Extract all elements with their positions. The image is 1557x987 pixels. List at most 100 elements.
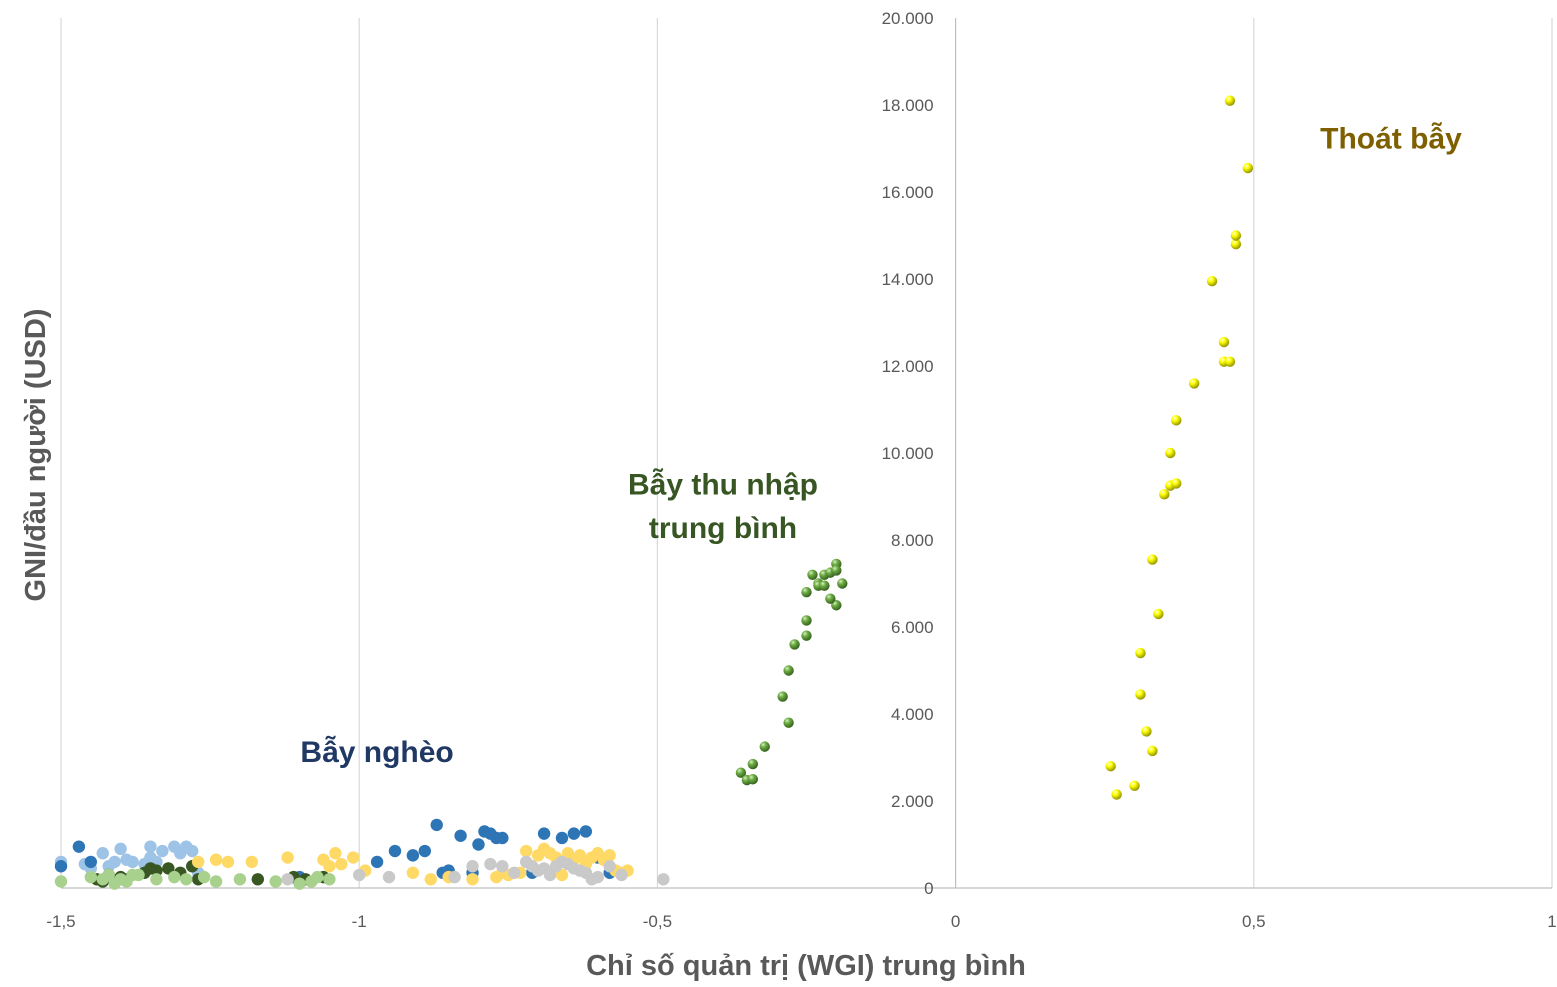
- series-5: [281, 855, 670, 886]
- data-point: [329, 847, 342, 860]
- data-point: [269, 875, 282, 888]
- data-point: [735, 767, 747, 778]
- data-point: [1218, 336, 1230, 348]
- data-point: [209, 853, 223, 866]
- data-point: [311, 870, 324, 884]
- data-point: [579, 825, 593, 838]
- data-point: [801, 615, 812, 626]
- data-point: [1147, 554, 1158, 565]
- data-point: [1105, 761, 1116, 772]
- data-point: [555, 868, 569, 882]
- data-point: [537, 862, 551, 875]
- y-tick-label: 10.000: [882, 444, 934, 463]
- annotation-label: Bẫy thu nhập: [628, 467, 818, 501]
- data-point: [424, 873, 437, 886]
- data-point: [84, 855, 98, 869]
- x-tick-label: 1: [1547, 912, 1556, 931]
- annotation-label: Thoát bẫy: [1320, 122, 1462, 156]
- data-point: [466, 860, 479, 873]
- data-point: [1230, 239, 1242, 250]
- data-point: [747, 758, 759, 770]
- data-point: [281, 851, 294, 864]
- y-tick-label: 18.000: [882, 96, 934, 115]
- y-tick-label: 4.000: [891, 705, 934, 724]
- data-point: [508, 866, 521, 879]
- data-point: [801, 587, 812, 598]
- data-point: [54, 875, 68, 888]
- data-point: [281, 873, 294, 886]
- data-point: [448, 870, 461, 884]
- annotation-label: Bẫy nghèo: [300, 735, 453, 769]
- data-point: [370, 855, 384, 869]
- y-tick-label: 2.000: [891, 792, 934, 811]
- x-tick-label: 0,5: [1242, 912, 1266, 931]
- series-6: [735, 558, 848, 786]
- data-point: [1171, 415, 1182, 426]
- y-tick-label: 0: [924, 879, 933, 898]
- data-point: [747, 774, 759, 785]
- data-point: [293, 877, 306, 890]
- data-point: [1135, 647, 1146, 659]
- data-point: [801, 630, 812, 641]
- data-point: [209, 875, 223, 888]
- data-point: [1242, 162, 1254, 174]
- data-point: [353, 868, 366, 882]
- y-tick-label: 6.000: [891, 618, 934, 637]
- data-point: [251, 873, 265, 886]
- data-point: [418, 844, 432, 858]
- data-point: [573, 849, 587, 862]
- data-point: [323, 860, 336, 873]
- x-tick-label: -1: [352, 912, 367, 931]
- x-tick-label: -1,5: [46, 912, 75, 931]
- x-tick-label: 0: [951, 912, 960, 931]
- data-point: [837, 578, 848, 589]
- data-point: [96, 847, 109, 860]
- data-point: [102, 868, 115, 882]
- data-point: [168, 870, 181, 884]
- data-point: [126, 868, 139, 882]
- series-3: [54, 868, 336, 890]
- data-point: [347, 851, 360, 864]
- data-point: [144, 862, 157, 875]
- data-point: [335, 857, 348, 871]
- data-point: [1159, 489, 1170, 500]
- data-point: [519, 844, 533, 858]
- data-point: [496, 860, 509, 873]
- data-point: [323, 873, 336, 886]
- data-point: [1129, 780, 1140, 791]
- y-tick-label: 14.000: [882, 270, 934, 289]
- data-point: [245, 855, 259, 869]
- data-point: [1141, 726, 1152, 737]
- data-point: [1230, 230, 1242, 241]
- data-point: [186, 844, 199, 858]
- data-point: [789, 639, 800, 650]
- data-point: [191, 855, 205, 869]
- annotations: Bẫy nghèo Bẫy thu nhập trung bình Thoát bẫy: [300, 122, 1462, 769]
- data-point: [657, 873, 670, 886]
- data-point: [126, 855, 139, 869]
- data-point: [388, 844, 402, 858]
- y-tick-label: 8.000: [891, 531, 934, 550]
- data-point: [831, 565, 842, 576]
- data-point: [783, 665, 794, 676]
- data-point: [54, 860, 68, 873]
- data-point: [1188, 378, 1200, 389]
- data-point: [406, 866, 420, 879]
- axes: [61, 18, 1552, 889]
- data-point: [472, 838, 485, 851]
- data-point: [615, 868, 628, 882]
- data-point: [484, 857, 497, 871]
- y-tick-label: 16.000: [882, 183, 934, 202]
- data-point: [1171, 478, 1182, 489]
- data-point: [102, 860, 115, 873]
- data-point: [807, 569, 818, 580]
- data-point: [144, 840, 157, 853]
- data-point: [114, 842, 127, 856]
- y-tick-label: 12.000: [882, 357, 934, 376]
- y-axis-title: GNI/đầu người (USD): [20, 309, 52, 602]
- data-point: [1224, 95, 1236, 106]
- data-point: [162, 862, 175, 875]
- y-tick-label: 20.000: [882, 9, 934, 28]
- x-tick-label: -0,5: [643, 912, 672, 931]
